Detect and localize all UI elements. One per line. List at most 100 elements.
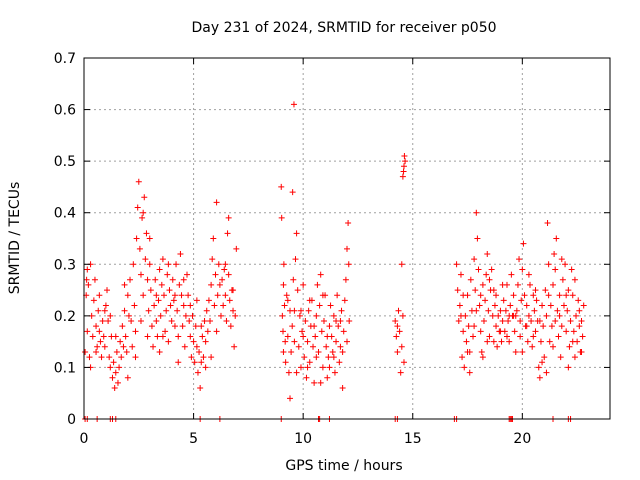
data-point — [497, 328, 504, 335]
data-point — [324, 333, 331, 340]
data-point — [197, 385, 204, 392]
data-point — [111, 385, 118, 392]
data-point — [178, 292, 185, 299]
data-point — [154, 333, 161, 340]
data-point — [511, 328, 518, 335]
data-point — [400, 163, 407, 170]
data-point — [518, 297, 525, 304]
data-point — [324, 374, 331, 381]
data-point — [491, 302, 498, 309]
data-point — [163, 307, 170, 314]
data-point — [543, 369, 550, 376]
data-point — [570, 328, 577, 335]
data-point — [556, 292, 563, 299]
data-point — [552, 318, 559, 325]
data-point — [145, 307, 152, 314]
data-point — [457, 271, 464, 278]
data-point — [327, 302, 334, 309]
data-point — [139, 214, 146, 221]
data-point — [175, 359, 182, 366]
data-point — [128, 318, 135, 325]
data-point — [539, 359, 546, 366]
data-point — [300, 333, 307, 340]
data-point — [341, 297, 348, 304]
data-point — [473, 209, 480, 216]
data-point — [460, 292, 467, 299]
data-point — [472, 287, 479, 294]
data-point — [302, 318, 309, 325]
data-point — [303, 374, 310, 381]
data-point — [121, 281, 128, 288]
data-point — [477, 292, 484, 299]
data-point — [339, 348, 346, 355]
data-point — [295, 343, 302, 350]
data-point — [100, 333, 107, 340]
data-point — [137, 271, 144, 278]
data-point — [93, 323, 100, 330]
data-point — [339, 385, 346, 392]
data-point — [180, 302, 187, 309]
data-point — [484, 338, 491, 345]
data-point — [123, 348, 130, 355]
data-point — [473, 307, 480, 314]
data-point — [398, 261, 405, 268]
data-point — [479, 354, 486, 361]
data-point — [531, 307, 538, 314]
data-point — [344, 338, 350, 345]
data-point — [225, 214, 232, 221]
data-point — [193, 343, 200, 350]
data-point — [144, 276, 151, 283]
data-point — [392, 318, 399, 325]
data-point — [201, 318, 208, 325]
y-tick-label: 0 — [67, 412, 76, 428]
data-point — [94, 343, 101, 350]
data-point — [530, 333, 537, 340]
data-point — [461, 364, 468, 371]
data-point — [543, 312, 550, 319]
data-point — [482, 297, 489, 304]
data-point — [113, 348, 120, 355]
data-point — [134, 204, 141, 211]
x-tick-label: 0 — [80, 431, 89, 447]
data-point — [554, 307, 561, 314]
data-point — [188, 354, 195, 361]
data-point — [338, 307, 345, 314]
data-point — [219, 276, 226, 283]
data-point — [484, 250, 491, 257]
data-point — [130, 261, 137, 268]
data-point — [402, 158, 409, 165]
data-point — [315, 348, 322, 355]
x-tick-label: 15 — [404, 431, 422, 447]
data-point — [330, 354, 337, 361]
data-point — [85, 281, 92, 288]
data-point — [563, 328, 570, 335]
data-point — [460, 328, 467, 335]
data-point — [480, 318, 487, 325]
data-point — [160, 292, 167, 299]
data-point — [550, 343, 557, 350]
y-tick-label: 0.3 — [54, 257, 76, 273]
data-point — [475, 266, 482, 273]
data-point — [148, 323, 155, 330]
data-point — [186, 318, 193, 325]
data-point — [109, 374, 116, 381]
data-point — [495, 312, 502, 319]
data-point — [335, 323, 342, 330]
data-point — [279, 312, 286, 319]
data-point — [400, 168, 407, 175]
data-point — [225, 271, 232, 278]
data-point — [97, 338, 104, 345]
data-point — [566, 343, 573, 350]
data-point — [489, 312, 496, 319]
data-point — [514, 281, 521, 288]
data-point — [541, 354, 548, 361]
data-point — [567, 318, 574, 325]
data-point — [331, 369, 338, 376]
data-point — [314, 281, 321, 288]
data-point — [547, 302, 554, 309]
data-point — [166, 287, 173, 294]
data-point — [519, 266, 526, 273]
data-point — [124, 292, 131, 299]
data-point — [579, 333, 586, 340]
